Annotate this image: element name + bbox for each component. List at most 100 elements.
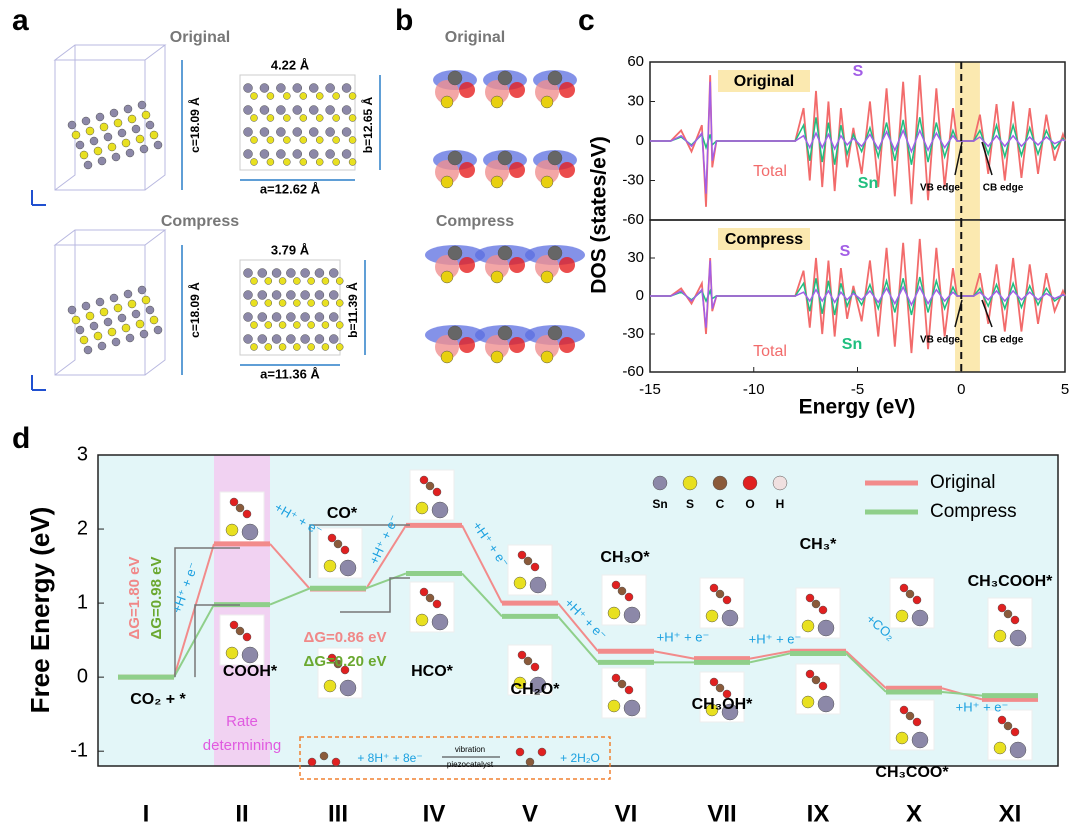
atom: [266, 114, 275, 122]
atom: [447, 70, 463, 86]
atom: [266, 136, 275, 144]
atom: [250, 92, 258, 100]
panel-label: d: [12, 422, 30, 455]
atom: [517, 550, 527, 560]
atom: [319, 751, 329, 761]
dos-line: [650, 81, 1066, 194]
density-red: [435, 335, 459, 359]
atom: [523, 656, 533, 666]
density-red: [459, 162, 475, 178]
atom: [682, 475, 698, 491]
atom: [335, 277, 344, 285]
atom: [314, 334, 325, 344]
annotation: CB edge: [983, 183, 1024, 194]
atom: [107, 327, 117, 337]
x-tick-label: IV: [423, 800, 446, 827]
atom: [83, 160, 93, 170]
atom: [801, 619, 815, 633]
atom: [515, 747, 525, 757]
atom: [321, 299, 330, 307]
atom: [121, 323, 131, 333]
density-red: [459, 257, 475, 273]
atom: [242, 509, 252, 519]
atom: [419, 475, 429, 485]
cell-box: [239, 74, 356, 171]
atom: [308, 149, 319, 159]
atom: [264, 299, 273, 307]
atom: [257, 312, 268, 322]
y-tick-label: 30: [627, 92, 644, 109]
atom: [292, 105, 303, 115]
density-red: [559, 162, 575, 178]
atom: [912, 595, 922, 605]
atom: [109, 108, 119, 118]
atom: [135, 134, 145, 144]
atom: [276, 149, 286, 159]
y-tick-label: 3: [77, 443, 88, 465]
y-tick-label: 1: [77, 591, 88, 613]
atom: [139, 144, 149, 154]
label: DOS (states/eV): [588, 136, 611, 294]
atom: [339, 559, 357, 577]
atom: [817, 619, 835, 637]
atom: [811, 675, 821, 685]
atom: [308, 127, 319, 137]
atom: [241, 646, 259, 664]
x-tick-label: V: [522, 800, 538, 827]
atom: [271, 290, 282, 300]
atom: [125, 148, 135, 158]
x-tick-label: VI: [615, 800, 638, 827]
atom: [721, 703, 739, 721]
atom: [300, 312, 310, 322]
atom: [993, 629, 1007, 643]
atom: [905, 711, 915, 721]
atom: [71, 315, 81, 325]
density-red: [485, 335, 509, 359]
cell-box: [239, 259, 341, 356]
y-tick-label: -60: [622, 363, 644, 380]
atom: [271, 334, 282, 344]
atom: [328, 334, 339, 344]
atom: [899, 583, 909, 593]
atom: [432, 487, 442, 497]
atom: [243, 290, 253, 300]
density-red: [559, 82, 575, 98]
energy-connector: [941, 690, 983, 697]
atom: [895, 731, 909, 745]
atom: [125, 333, 135, 343]
atom: [259, 83, 270, 93]
atom: [440, 270, 454, 284]
atom: [307, 277, 315, 285]
atom: [286, 312, 296, 322]
label: a=12.62 Å: [260, 181, 321, 196]
legend-label: Original: [930, 472, 995, 493]
atom: [623, 699, 641, 717]
atom: [299, 92, 308, 100]
atom: [332, 92, 340, 100]
atom: [229, 620, 239, 630]
species-label: CH₃OH*: [692, 696, 754, 713]
series-label: S: [853, 63, 864, 80]
energy-connector: [365, 572, 407, 590]
atom: [307, 321, 315, 329]
atom: [348, 114, 357, 122]
atom: [530, 662, 540, 672]
series-label: Sn: [858, 175, 878, 192]
atom: [113, 303, 123, 313]
atom: [540, 175, 554, 189]
atom: [99, 307, 109, 317]
atom-label: Sn: [652, 497, 667, 511]
density-red: [509, 82, 525, 98]
dos-line: [650, 276, 1066, 316]
atom: [340, 545, 350, 555]
atom: [250, 299, 258, 307]
atom: [131, 309, 141, 319]
atom: [103, 132, 113, 142]
y-tick-label: -1: [70, 739, 88, 761]
atom: [431, 613, 449, 631]
atom: [99, 122, 109, 132]
atom: [341, 83, 352, 93]
x-tick-label: I: [143, 800, 150, 827]
atom: [307, 757, 317, 767]
atom: [447, 325, 463, 341]
